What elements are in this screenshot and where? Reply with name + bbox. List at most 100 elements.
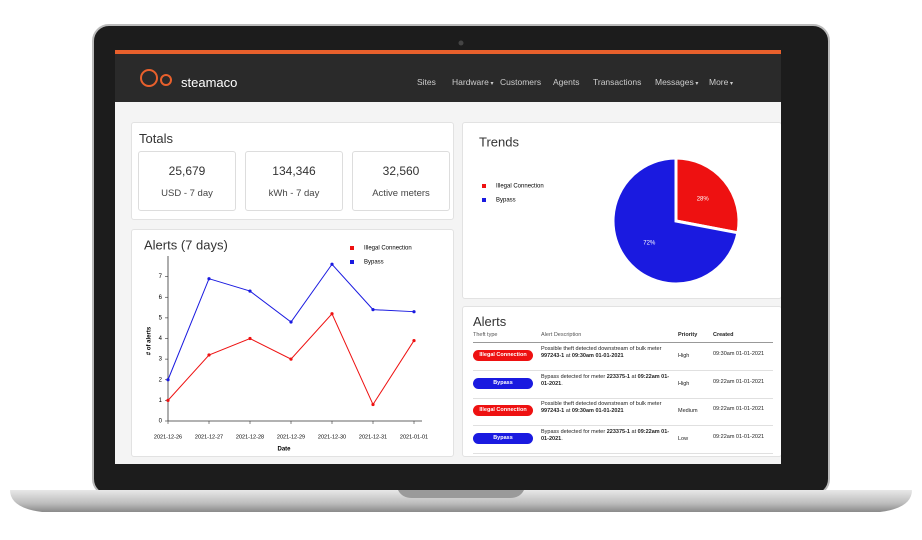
priority: Medium <box>678 408 698 414</box>
y-tick-label: 0 <box>159 419 163 425</box>
column-header: Alert Description <box>541 332 582 338</box>
data-point <box>330 262 334 266</box>
pie-chart: Trends 28% Illegal Connection 72% Bypass <box>479 134 741 286</box>
description-part: Bypass detected for meter <box>541 373 607 380</box>
slice-label: 28% <box>697 196 710 202</box>
column-header: Created <box>713 332 734 338</box>
row-rule <box>473 425 773 426</box>
y-tick-label: 1 <box>159 398 163 404</box>
y-tick-label: 6 <box>159 295 163 301</box>
nav-item[interactable]: More <box>709 77 733 87</box>
data-point <box>371 402 375 407</box>
x-tick-label: 2021-12-29 <box>277 434 305 440</box>
y-tick-label: 5 <box>159 315 163 321</box>
legend-label: Bypass <box>496 198 516 204</box>
description-part: 09:30am 01-01-2021 <box>571 353 624 359</box>
column-header: Priority <box>678 332 698 338</box>
data-point <box>166 378 170 382</box>
data-point <box>248 336 252 341</box>
slice-label: 72% <box>643 241 656 247</box>
row-rule <box>473 370 773 371</box>
data-point <box>289 320 293 324</box>
column-header: Theft type <box>473 332 498 338</box>
trends-panel: Trends 28% Illegal Connection 72% Bypass <box>462 122 781 299</box>
description-part: . <box>561 380 563 387</box>
x-tick-label: 2021-12-30 <box>318 434 346 440</box>
data-point <box>289 357 293 361</box>
total-value: 134,346 <box>272 164 316 178</box>
nav-item[interactable]: Transactions <box>593 77 642 87</box>
description-part: 223375-1 <box>606 428 630 435</box>
nav-item[interactable]: Agents <box>553 77 580 87</box>
alert-description: Possible theft detected downstream of bu… <box>541 401 673 415</box>
y-axis-label: # of alerts <box>147 326 153 355</box>
description-part: Possible theft detected downstream of bu… <box>541 401 662 407</box>
totals-panel: Totals 25,679 USD - 7 day 134,346 kWh - 7 d… <box>131 122 454 220</box>
legend-label: Bypass <box>364 260 384 266</box>
panel-title: Totals <box>139 131 173 146</box>
nav-item[interactable]: Sites <box>417 77 436 87</box>
pie-slice <box>674 156 741 235</box>
description-part: 09:30am 01-01-2021 <box>571 408 624 414</box>
x-tick-label: 2021-12-28 <box>236 434 264 440</box>
description-part: 223375-1 <box>606 373 630 380</box>
data-point <box>330 312 334 316</box>
legend-label: Illegal Connection <box>496 184 544 190</box>
alert-description: Bypass detected for meter 223375-1 at 09… <box>541 374 673 388</box>
y-tick-label: 3 <box>159 357 163 363</box>
description-part: at <box>629 373 638 380</box>
data-point <box>207 353 211 357</box>
logo <box>140 69 172 87</box>
theft-badge: Illegal Connection <box>473 405 533 416</box>
description-part: at <box>564 353 572 359</box>
legend-swatch <box>482 198 486 202</box>
description-part: 09:22am 01-01-2021 <box>541 428 670 442</box>
theft-badge: Illegal Connection <box>473 350 533 361</box>
data-point <box>166 398 170 402</box>
y-tick-label: 2 <box>159 377 163 383</box>
legend-swatch <box>350 260 354 264</box>
data-point <box>248 289 252 293</box>
line-chart: Alerts (7 days) Date # of alerts 0 1 2 3 4 5 6… <box>144 237 428 453</box>
screen: steamaco Sites Hardware Customers Agents Tra… <box>115 50 781 464</box>
total-card: 25,679 USD - 7 day <box>138 151 236 211</box>
total-label: USD - 7 day <box>161 188 213 199</box>
description-part: at <box>564 408 572 414</box>
x-tick-label: 2021-12-31 <box>359 434 387 440</box>
data-point <box>207 277 211 281</box>
x-axis-label: Date <box>277 447 291 453</box>
theft-badge: Bypass <box>473 377 533 389</box>
data-point <box>412 310 416 314</box>
created: 09:30am 01-01-2021 <box>713 351 765 357</box>
description-part: 997243-1 <box>541 353 565 359</box>
description-part: 09:22am 01-01-2021 <box>541 373 670 387</box>
alerts-chart-panel: Alerts (7 days) Date # of alerts 0 1 2 3 4 5 6… <box>131 229 454 457</box>
chart-title: Alerts (7 days) <box>144 237 228 252</box>
navbar: steamaco Sites Hardware Customers Agents Tra… <box>115 50 781 102</box>
x-tick-label: 2021-12-26 <box>154 434 182 440</box>
theft-badge: Bypass <box>473 432 533 444</box>
description-part: Bypass detected for meter <box>541 428 607 435</box>
created: 09:22am 01-01-2021 <box>713 406 765 412</box>
y-tick-label: 4 <box>159 336 163 342</box>
data-point <box>412 338 416 343</box>
nav-item[interactable]: Hardware <box>452 77 494 87</box>
total-value: 25,679 <box>168 164 206 178</box>
total-card: 134,346 kWh - 7 day <box>245 151 343 211</box>
legend-label: Illegal Connection <box>364 246 412 252</box>
created: 09:22am 01-01-2021 <box>713 378 765 385</box>
description-part: Possible theft detected downstream of bu… <box>541 346 662 352</box>
priority: Low <box>678 435 689 442</box>
brand: steamaco <box>181 75 238 90</box>
chart-title: Trends <box>479 134 519 149</box>
row-rule <box>473 397 773 399</box>
nav-item[interactable]: Messages <box>655 77 698 87</box>
alert-description: Possible theft detected downstream of bu… <box>541 346 673 360</box>
priority: High <box>678 380 690 387</box>
total-card: 32,560 Active meters <box>352 151 450 211</box>
legend-swatch <box>350 246 354 250</box>
nav-item[interactable]: Customers <box>500 77 542 87</box>
total-value: 32,560 <box>382 164 420 178</box>
total-label: Active meters <box>372 188 430 199</box>
